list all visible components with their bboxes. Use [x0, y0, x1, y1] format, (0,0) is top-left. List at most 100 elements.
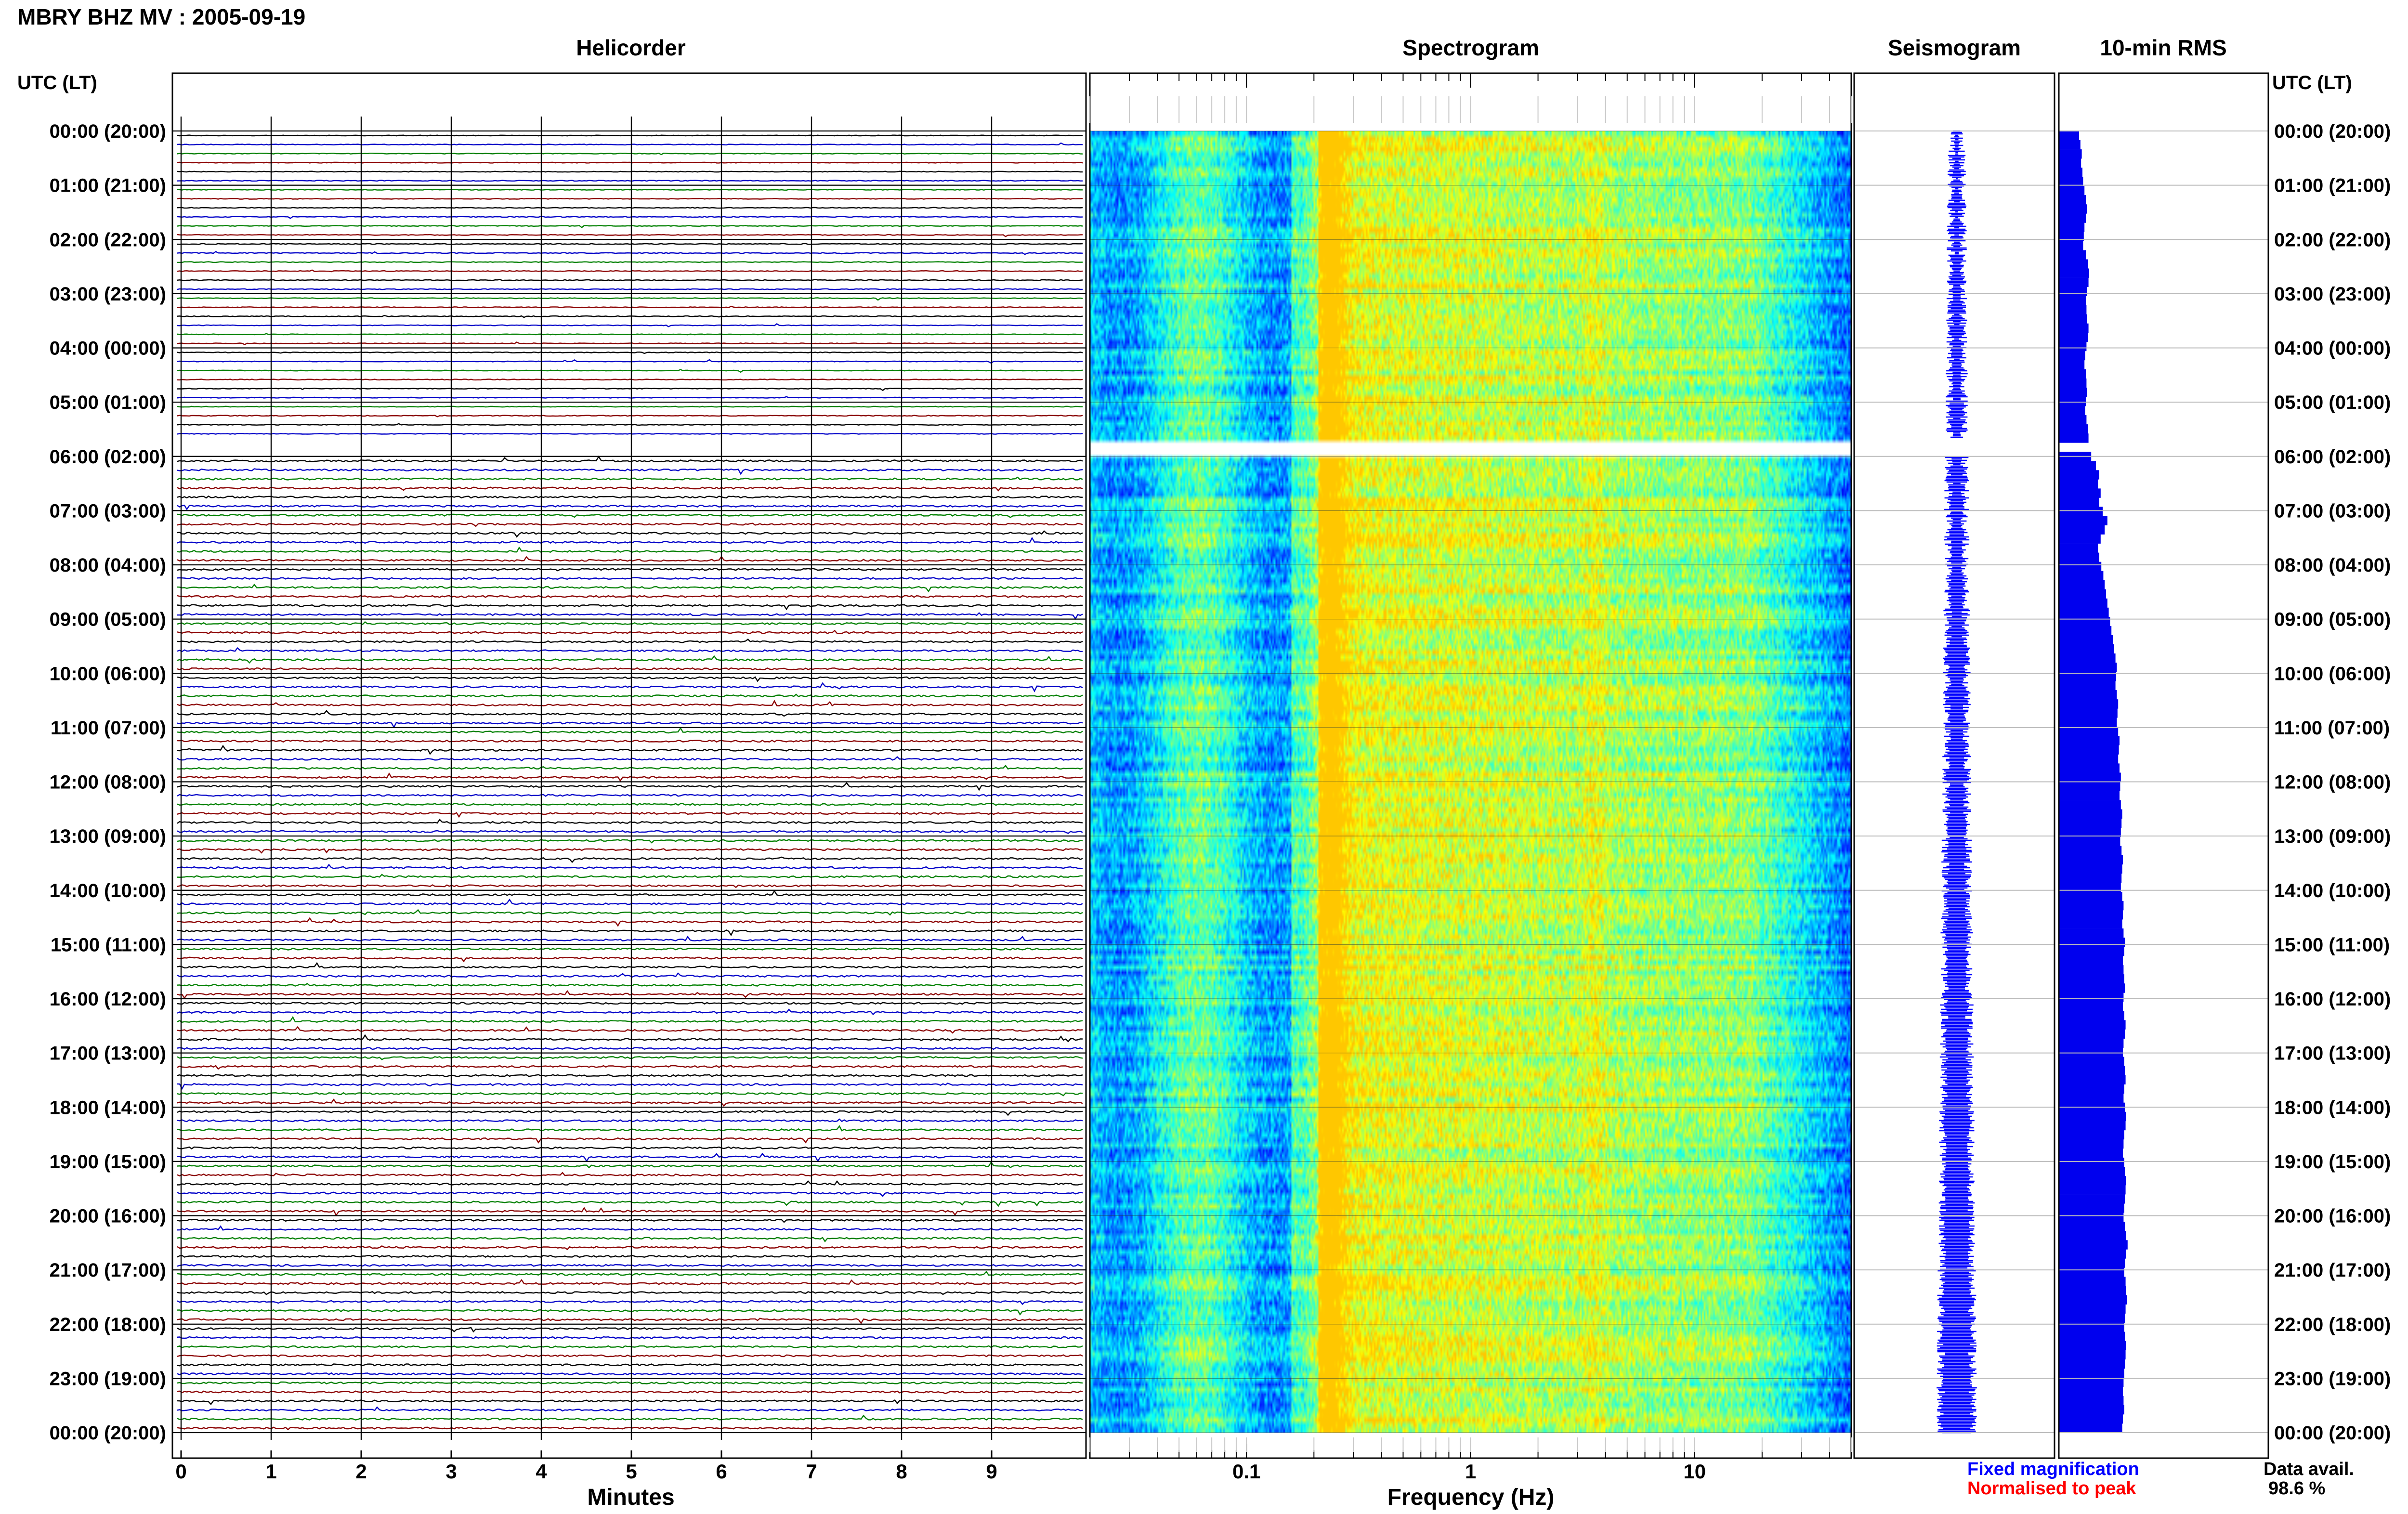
time-label-left: 22:00 (18:00) — [50, 1314, 166, 1335]
time-label-right: 00:00 (20:00) — [2274, 1423, 2391, 1444]
helicorder-trace-row — [177, 830, 1083, 834]
time-label-right: 00:00 (20:00) — [2274, 121, 2391, 142]
rms-bar — [2059, 1368, 2124, 1378]
helicorder-trace-row — [177, 1336, 1083, 1340]
helicorder-trace-row — [177, 990, 1083, 999]
helicorder-trace-row — [177, 819, 1083, 824]
helicorder-trace-row — [177, 1026, 1083, 1034]
helicorder-trace-row — [177, 710, 1083, 717]
helicorder-trace-row — [177, 170, 1083, 173]
helicorder-trace-row — [177, 839, 1083, 844]
rms-bar — [2059, 727, 2119, 736]
rms-bar — [2059, 626, 2112, 636]
helicorder-trace-row — [177, 1363, 1083, 1367]
helicorder-trace-row — [177, 794, 1083, 797]
helicorder-trace-row — [177, 269, 1083, 273]
helicorder-trace-row — [177, 476, 1083, 481]
helicorder-trace-row — [177, 739, 1083, 743]
rms-bar — [2059, 580, 2105, 590]
rms-bar — [2059, 470, 2099, 480]
time-label-left: 20:00 (16:00) — [50, 1206, 166, 1227]
helicorder-trace-row — [177, 1137, 1083, 1144]
helicorder-trace-row — [177, 1279, 1083, 1286]
helicorder-trace-row — [177, 700, 1083, 707]
helicorder-trace-row — [177, 1002, 1083, 1005]
rms-bar — [2059, 681, 2116, 691]
helicorder-trace-row — [177, 577, 1083, 580]
helicorder-trace-row — [177, 1056, 1083, 1060]
time-label-left: 13:00 (09:00) — [50, 826, 166, 847]
helicorder-x-tick-label: 6 — [716, 1460, 727, 1483]
helicorder-x-tick-label: 7 — [806, 1460, 817, 1483]
time-label-right: 23:00 (19:00) — [2274, 1368, 2391, 1389]
helicorder-trace-row — [177, 405, 1083, 408]
time-label-left: 07:00 (03:00) — [50, 500, 166, 522]
time-label-left: 14:00 (10:00) — [50, 880, 166, 901]
spectrogram-xlabel: Frequency (Hz) — [1387, 1485, 1555, 1510]
helicorder-traces — [177, 134, 1083, 1431]
helicorder-x-tick-label: 1 — [265, 1460, 276, 1483]
rms-bar — [2059, 268, 2089, 278]
helicorder-trace-row — [177, 1207, 1083, 1217]
rms-bar — [2059, 800, 2121, 809]
helicorder-trace-row — [177, 1271, 1083, 1276]
rms-bar — [2059, 653, 2116, 663]
helicorder-trace-row — [177, 848, 1083, 854]
helicorder-trace-row — [177, 639, 1083, 643]
time-label-left: 05:00 (01:00) — [50, 392, 166, 413]
helicorder-trace-row — [177, 1109, 1083, 1116]
helicorder-trace-row — [177, 351, 1083, 354]
legend-fixed-magnification: Fixed magnification — [1967, 1459, 2139, 1479]
rms-bar — [2059, 360, 2085, 370]
time-label-left: 10:00 (06:00) — [50, 663, 166, 684]
rms-bar — [2059, 928, 2124, 938]
data-availability-label: Data avail. — [2264, 1459, 2354, 1479]
helicorder-trace-row — [177, 1191, 1083, 1197]
time-label-right: 03:00 (23:00) — [2274, 284, 2391, 305]
helicorder-trace-row — [177, 1152, 1083, 1162]
utc-label-right: UTC (LT) — [2272, 72, 2352, 93]
rms-bar — [2059, 1020, 2126, 1030]
helicorder-trace-row — [177, 305, 1083, 309]
helicorder-trace-row — [177, 972, 1083, 978]
helicorder-trace-row — [177, 1172, 1083, 1177]
time-label-left: 03:00 (23:00) — [50, 284, 166, 305]
helicorder-trace-row — [177, 595, 1083, 598]
rms-bar — [2059, 1057, 2124, 1066]
rms-bar — [2059, 1304, 2126, 1314]
rms-bars — [2059, 131, 2128, 1433]
helicorder-trace-row — [177, 161, 1083, 164]
utc-label-left: UTC (LT) — [17, 72, 97, 93]
helicorder-trace-row — [177, 415, 1083, 418]
time-label-left: 08:00 (04:00) — [50, 555, 166, 576]
helicorder-trace-row — [177, 721, 1083, 729]
rms-bar — [2059, 791, 2120, 800]
helicorder-trace-row — [177, 962, 1083, 969]
time-label-left: 16:00 (12:00) — [50, 989, 166, 1010]
rms-bar — [2059, 168, 2082, 177]
helicorder-trace-row — [177, 856, 1083, 863]
rms-bar — [2059, 296, 2086, 305]
time-label-right: 16:00 (12:00) — [2274, 989, 2391, 1010]
helicorder-trace-row — [177, 929, 1083, 937]
rms-bar — [2059, 195, 2086, 205]
helicorder-trace-row — [177, 568, 1083, 572]
time-label-right: 07:00 (03:00) — [2274, 500, 2391, 522]
time-axis-labels: 00:00 (20:00) 00:00 (20:00) 01:00 (21:00) 0… — [50, 121, 2391, 1444]
helicorder-x-tick-label: 8 — [896, 1460, 907, 1483]
helicorder-trace-row — [177, 297, 1083, 301]
helicorder-trace-row — [177, 1254, 1083, 1258]
helicorder-trace-row — [177, 782, 1083, 791]
helicorder-trace-row — [177, 884, 1083, 888]
rms-bar — [2059, 910, 2123, 920]
rms-bar — [2059, 708, 2118, 718]
rms-bar — [2059, 1377, 2124, 1387]
time-label-right: 06:00 (02:00) — [2274, 446, 2391, 468]
helicorder-trace-row — [177, 288, 1083, 290]
rms-bar — [2059, 1176, 2126, 1186]
helicorder-trace-row — [177, 197, 1083, 200]
helicorder-trace-row — [177, 604, 1083, 611]
helicorder-trace-row — [177, 811, 1083, 818]
rms-bar — [2059, 1231, 2126, 1240]
rms-bar — [2059, 1047, 2123, 1057]
